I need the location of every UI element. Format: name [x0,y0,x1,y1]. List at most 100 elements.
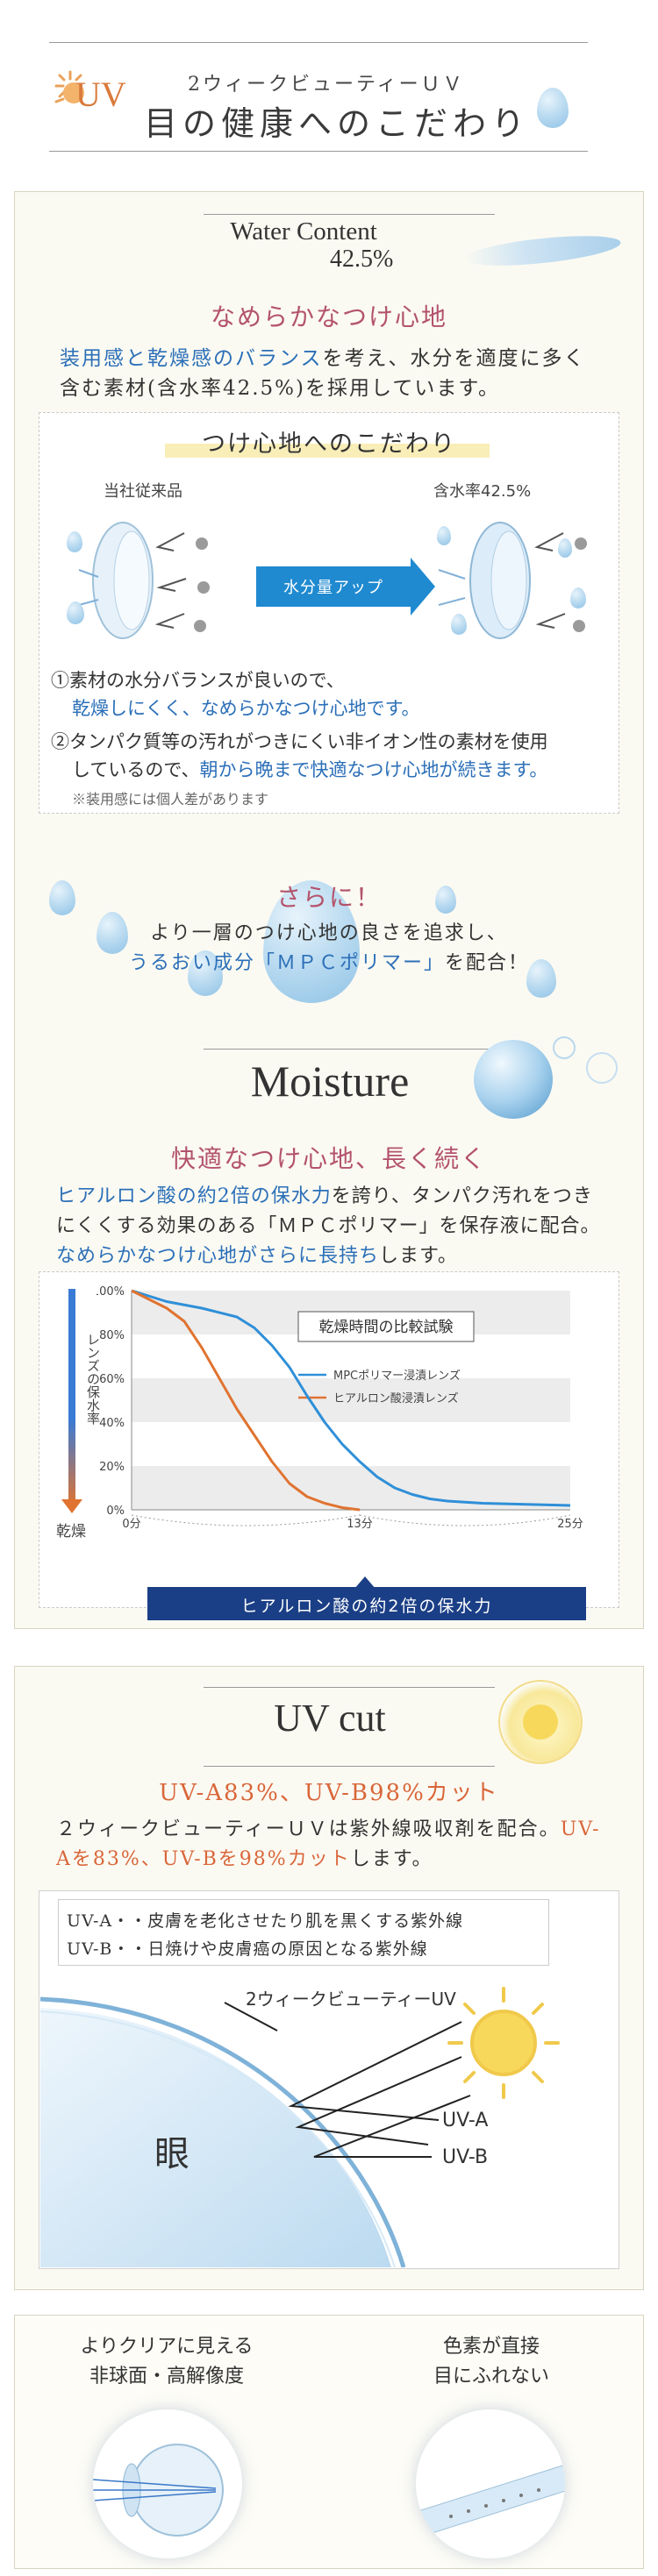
uv-body-em: UV-Aを83%、UV-Bを98%カット [56,1818,601,1870]
sun-uv-icon [51,67,112,128]
x-tick-label: 25分 [557,1518,583,1531]
arrow-down-icon [61,1499,82,1513]
series-line-hyaluronic [131,1289,361,1512]
bubble-icon [586,1052,618,1084]
uv-a-definition: UV-A・・皮膚を老化させたり肌を黒くする紫外線 [67,1911,464,1931]
uv-rule-2 [204,1766,495,1767]
eye-lens-diagram [39,1973,619,2268]
more-line-2-em: うるおい成分「ＭＰＣポリマー」 [128,952,445,974]
uv-b-label: UV-B [442,2146,489,2168]
large-water-drop-icon [263,880,360,1003]
more-line-2-rest: を配合！ [445,952,530,974]
uv-rule [204,1687,495,1688]
left-label: 当社従来品 [104,482,182,501]
comfort-title-highlight [165,444,490,458]
sun-core-icon [523,1704,558,1740]
uv-definitions [58,1899,549,1966]
water-subheading: なめらかなつけ心地 [210,302,447,331]
right-label: 含水率42.5% [433,482,532,501]
aspheric-eye-icon [93,2409,242,2558]
arrow-head-icon [411,558,435,616]
water-drop-icon [558,538,572,558]
header-subtitle: 2ウィークビューティーＵＶ [188,74,465,96]
uv-subheading: UV-A83%、UV-B98%カット [159,1780,499,1806]
water-drop-icon [537,88,569,128]
feature-left-line-2: 非球面・高解像度 [89,2366,244,2387]
y-axis-bottom-label: 乾燥 [56,1523,86,1541]
chart-title: 乾燥時間の比較試験 [319,1319,454,1336]
moisture-heading: Moisture [250,1057,410,1106]
water-body-rest: を考え、水分を適度に多く含む素材(含水率42.5%)を採用しています。 [60,347,586,400]
water-drop-icon [67,531,82,552]
feature-left-text: よりクリアに見える 非球面・高解像度 [35,2332,298,2392]
water-drop-icon [435,886,456,914]
water-drop-icon [49,880,75,915]
legend-label: ヒアルロン酸浸漬レンズ [333,1391,459,1405]
water-drop-icon [67,601,84,624]
uv-body: ２ウィークビューティーＵＶは紫外線吸収剤を配合。UV-Aを83%、UV-Bを98… [56,1815,609,1875]
more-line-1: より一層のつけ心地の良さを追求し、 [150,922,508,944]
x-span-arc [359,1514,571,1526]
point-1-line-b: 乾燥しにくく、なめらかなつけ心地です。 [72,698,420,719]
series-line-mpc [131,1289,571,1507]
water-body-em: 装用感と乾燥感のバランス [60,347,323,370]
lens-label: 2ウィークビューティーUV [246,1989,456,2010]
bubble-icon [553,1036,576,1059]
header-bottom-rule [49,151,588,152]
x-tick-label: 13分 [347,1518,373,1531]
header-title: 目の健康へのこだわり [144,104,531,143]
moisture-up-arrow [256,566,411,607]
moisture-body-rest-a: を誇り、タンパク汚れをつきにくくする効果のある「ＭＰＣポリマー」を保存液に配合。 [56,1185,601,1237]
x-span-arc [131,1514,361,1526]
comfort-note: ※装用感には個人差があります [72,791,269,808]
conventional-lens-illustration [53,509,219,649]
moisture-body-rest-b: します。 [379,1245,458,1267]
water-heading: Water Content [230,217,377,246]
banner-text: ヒアルロン酸の約2倍の保水力 [240,1597,493,1616]
y-tick-label: 100% [97,1285,125,1299]
y-tick-label: 20% [99,1461,125,1474]
y-tick-label: 0% [106,1505,125,1518]
uv-mark: UV [75,75,126,114]
water-percent: 42.5% [330,246,394,273]
new-lens-illustration [412,509,614,649]
feature-left-line-1: よりクリアに見える [80,2336,254,2358]
point-2-line-b: しているので、 [72,759,200,780]
banner-bar [147,1587,586,1620]
y-tick-label: 40% [99,1417,125,1430]
pigment-sandwich-icon [416,2409,565,2558]
moisture-line-chart: 100% 80% 60% 40% 20% 0%0分 13分 25分 乾燥時間の比較試験 MPCポリ… [97,1285,583,1531]
x-tick-label: 0分 [122,1518,140,1531]
y-tick-label: 60% [99,1373,125,1386]
water-drop-icon [437,526,451,545]
point-2-line-b-em: 朝から晩まで快適なつけ心地が続きます。 [199,759,548,780]
water-drop-icon [570,587,586,608]
moisture-bubble-icon [474,1040,553,1119]
point-2-line-a: ②タンパク質等の汚れがつきにくい非イオン性の素材を使用 [51,731,548,752]
comfort-points: ①素材の水分バランスが良いので、 乾燥しにくく、なめらかなつけ心地です。 ②タン… [51,666,612,784]
more-line-2: うるおい成分「ＭＰＣポリマー」を配合！ [14,947,644,975]
y-tick-label: 80% [99,1329,125,1342]
water-rule [204,214,495,215]
feature-right-line-1: 色素が直接 [442,2336,540,2358]
uv-b-definition: UV-B・・日焼けや皮膚癌の原因となる紫外線 [67,1939,428,1959]
water-drop-icon [451,614,467,635]
y-axis-label: レンズの保水率 [85,1333,101,1425]
water-drop-icon [188,950,223,996]
point-1-line-a: ①素材の水分バランスが良いので、 [51,670,345,691]
eye-label: 眼 [154,2134,190,2174]
chart-band [132,1378,570,1422]
water-body: 装用感と乾燥感のバランスを考え、水分を適度に多く含む素材(含水率42.5%)を採… [60,344,604,403]
water-drop-icon [97,912,128,954]
dryness-gradient-bar [68,1289,75,1506]
moisture-up-label: 水分量アップ [283,579,383,597]
uv-body-rest-b: します。 [350,1848,433,1870]
uv-heading: UV cut [274,1697,386,1740]
legend-label: MPCポリマー浸漬レンズ [333,1369,461,1383]
moisture-body-em-b: なめらかなつけ心地がさらに長持ち [56,1245,380,1267]
moisture-subheading: 快適なつけ心地、長く続く [170,1144,487,1173]
water-drop-icon [526,959,556,998]
chart-title-box [297,1311,475,1342]
header-top-rule [49,42,588,43]
moisture-rule [204,1049,495,1050]
